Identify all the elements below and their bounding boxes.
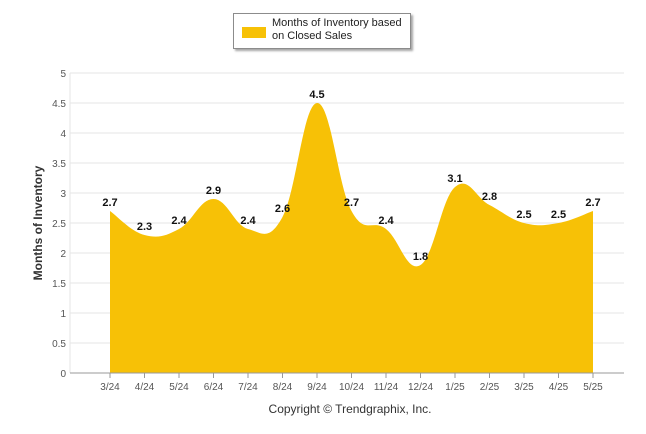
- y-tick-label: 3.5: [52, 159, 66, 170]
- x-tick-label: 4/24: [135, 382, 155, 393]
- data-label: 2.7: [585, 197, 600, 209]
- data-label: 2.3: [137, 221, 152, 233]
- data-label: 3.1: [447, 173, 462, 185]
- x-tick-label: 5/25: [583, 382, 603, 393]
- x-axis: 3/24 4/24 5/24 6/24 7/24 8/24 9/24 10/24 11/24 12…: [70, 372, 624, 393]
- x-tick-label: 10/24: [339, 382, 364, 393]
- data-label: 2.7: [344, 197, 359, 209]
- area-series: [110, 102, 593, 373]
- data-label: 2.9: [206, 185, 221, 197]
- data-label: 2.4: [378, 215, 394, 227]
- x-tick-label: 2/25: [480, 382, 500, 393]
- y-tick-label: 1: [60, 309, 66, 320]
- data-label: 4.5: [309, 89, 324, 101]
- data-label: 2.4: [171, 215, 187, 227]
- x-tick-label: 6/24: [204, 382, 224, 393]
- x-tick-label: 12/24: [408, 382, 433, 393]
- y-tick-label: 1.5: [52, 279, 66, 290]
- data-label: 2.5: [551, 209, 566, 221]
- y-tick-label: 5: [60, 69, 66, 80]
- data-label: 2.6: [275, 203, 290, 215]
- y-axis-ticks: 0 0.5 1 1.5 2 2.5 3 3.5 4 4.5 5: [52, 69, 66, 380]
- y-tick-label: 3: [60, 189, 66, 200]
- y-tick-label: 4.5: [52, 99, 66, 110]
- data-label: 1.8: [413, 251, 428, 263]
- x-tick-label: 7/24: [238, 382, 258, 393]
- x-tick-label: 11/24: [374, 382, 399, 393]
- data-label: 2.7: [102, 197, 117, 209]
- x-tick-label: 3/25: [514, 382, 534, 393]
- y-tick-label: 0: [60, 369, 66, 380]
- legend-swatch: [242, 27, 266, 38]
- x-tick-label: 5/24: [169, 382, 189, 393]
- x-tick-label: 8/24: [273, 382, 293, 393]
- y-tick-label: 2.5: [52, 219, 66, 230]
- legend: Months of Inventory based on Closed Sale…: [233, 13, 411, 49]
- x-tick-label: 4/25: [549, 382, 569, 393]
- y-tick-label: 2: [60, 249, 66, 260]
- data-label: 2.5: [516, 209, 531, 221]
- x-tick-label: 3/24: [100, 382, 120, 393]
- data-label: 2.4: [240, 215, 256, 227]
- data-label: 2.8: [482, 191, 497, 203]
- data-labels: 2.7 2.3 2.4 2.9 2.4 2.6 4.5 2.7 2.4 1.8 3.1 2.8 2.5 2…: [102, 89, 600, 263]
- y-tick-label: 0.5: [52, 339, 66, 350]
- copyright-footer: Copyright © Trendgraphix, Inc.: [268, 402, 432, 416]
- x-tick-label: 1/25: [445, 382, 465, 393]
- y-axis-title: Months of Inventory: [31, 165, 45, 281]
- y-tick-label: 4: [60, 129, 66, 140]
- x-tick-label: 9/24: [307, 382, 327, 393]
- legend-label: Months of Inventory based on Closed Sale…: [272, 17, 402, 42]
